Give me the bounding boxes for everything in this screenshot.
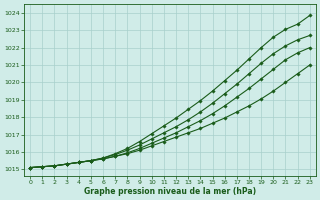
X-axis label: Graphe pression niveau de la mer (hPa): Graphe pression niveau de la mer (hPa) <box>84 187 256 196</box>
